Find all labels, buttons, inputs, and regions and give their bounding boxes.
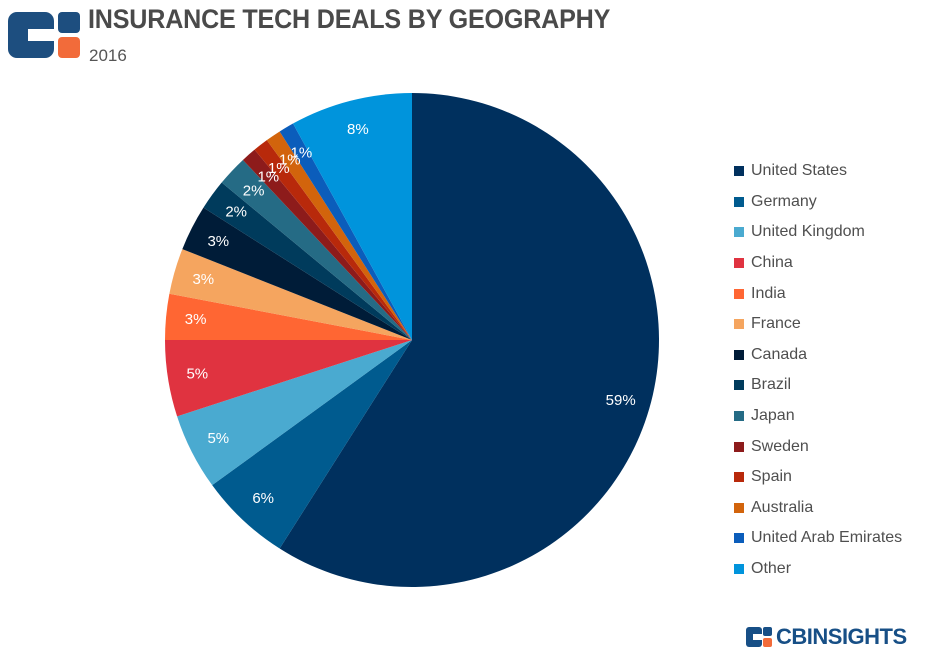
logo-block-top-right <box>58 12 80 33</box>
footer-brand: CBINSIGHTS <box>746 624 907 650</box>
pie-label-united-states: 59% <box>606 392 636 409</box>
legend-item-united-kingdom: United Kingdom <box>734 217 902 248</box>
logo-notch <box>28 29 58 41</box>
pie-label-canada: 3% <box>207 233 229 250</box>
legend-swatch <box>734 349 744 360</box>
pie-label-france: 3% <box>192 271 214 288</box>
pie-slice-australia <box>266 131 412 340</box>
pie-label-other: 8% <box>347 121 369 138</box>
legend-swatch <box>734 411 744 422</box>
pie-label-india: 3% <box>185 311 207 328</box>
legend-label: China <box>751 254 793 272</box>
pie-slice-spain <box>254 140 412 340</box>
chart-title: INSURANCE TECH DEALS BY GEOGRAPHY <box>88 4 611 34</box>
legend-item-united-states: United States <box>734 156 902 187</box>
legend-swatch <box>734 319 744 330</box>
pie-slice-sweden <box>242 149 412 340</box>
legend-item-india: India <box>734 278 902 309</box>
pie-label-sweden: 1% <box>257 169 279 186</box>
pie-label-brazil: 2% <box>225 204 247 221</box>
legend-label: Spain <box>751 468 792 486</box>
pie-slice-united-arab-emirates <box>279 123 412 341</box>
logo-block-accent <box>58 37 80 58</box>
pie-slice-france <box>169 249 412 340</box>
legend: United States Germany United Kingdom China I… <box>734 156 902 584</box>
pie-label-australia: 1% <box>279 152 301 169</box>
pie-label-china: 5% <box>186 366 208 383</box>
legend-item-japan: Japan <box>734 401 902 432</box>
legend-label: United States <box>751 162 848 180</box>
legend-swatch <box>734 288 744 299</box>
legend-swatch <box>734 441 744 452</box>
legend-swatch <box>734 564 744 575</box>
pie-label-united-arab-emirates: 1% <box>291 144 313 161</box>
legend-swatch <box>734 533 744 544</box>
legend-item-france: France <box>734 309 902 340</box>
legend-label: Other <box>751 560 792 578</box>
pie-slice-japan <box>221 159 412 340</box>
chart-subtitle: 2016 <box>89 46 127 65</box>
legend-item-canada: Canada <box>734 340 902 371</box>
legend-item-germany: Germany <box>734 187 902 218</box>
legend-swatch <box>734 502 744 513</box>
pie-slice-china <box>165 340 412 417</box>
legend-swatch <box>734 196 744 207</box>
legend-label: Sweden <box>751 437 809 455</box>
pie-labels: 59%6%5%5%3%3%3%2%2%1%1%1%1%8% <box>185 121 636 507</box>
pie-slice-united-states <box>279 93 659 587</box>
legend-label: United Arab Emirates <box>751 529 903 547</box>
footer-brand-text: CBINSIGHTS <box>776 624 907 649</box>
pie-slices <box>165 93 659 587</box>
legend-swatch <box>734 380 744 391</box>
pie-label-united-kingdom: 5% <box>207 430 229 447</box>
legend-label: Australia <box>751 498 814 516</box>
legend-label: France <box>751 315 801 333</box>
legend-label: Japan <box>751 407 795 425</box>
legend-item-spain: Spain <box>734 462 902 493</box>
legend-item-sweden: Sweden <box>734 431 902 462</box>
legend-swatch <box>734 227 744 238</box>
legend-swatch <box>734 166 744 177</box>
pie-label-spain: 1% <box>268 160 290 177</box>
legend-item-australia: Australia <box>734 493 902 524</box>
pie-slice-other <box>293 93 412 340</box>
legend-label: United Kingdom <box>751 223 865 241</box>
pie-slice-brazil <box>203 182 412 340</box>
cb-insights-logo <box>8 12 80 58</box>
legend-item-china: China <box>734 248 902 279</box>
pie-slice-india <box>165 293 412 340</box>
pie-slice-united-kingdom <box>177 340 412 486</box>
legend-swatch <box>734 472 744 483</box>
pie-label-germany: 6% <box>252 490 274 507</box>
pie-slice-germany <box>212 340 412 549</box>
legend-swatch <box>734 258 744 269</box>
legend-item-united-arab-emirates: United Arab Emirates <box>734 523 902 554</box>
legend-item-other: Other <box>734 554 902 585</box>
cb-insights-mark-icon <box>746 627 772 647</box>
legend-label: Brazil <box>751 376 792 394</box>
legend-label: Canada <box>751 345 808 363</box>
legend-label: Germany <box>751 192 817 210</box>
legend-label: India <box>751 284 786 302</box>
pie-label-japan: 2% <box>243 183 265 200</box>
legend-item-brazil: Brazil <box>734 370 902 401</box>
pie-slice-canada <box>182 207 412 340</box>
